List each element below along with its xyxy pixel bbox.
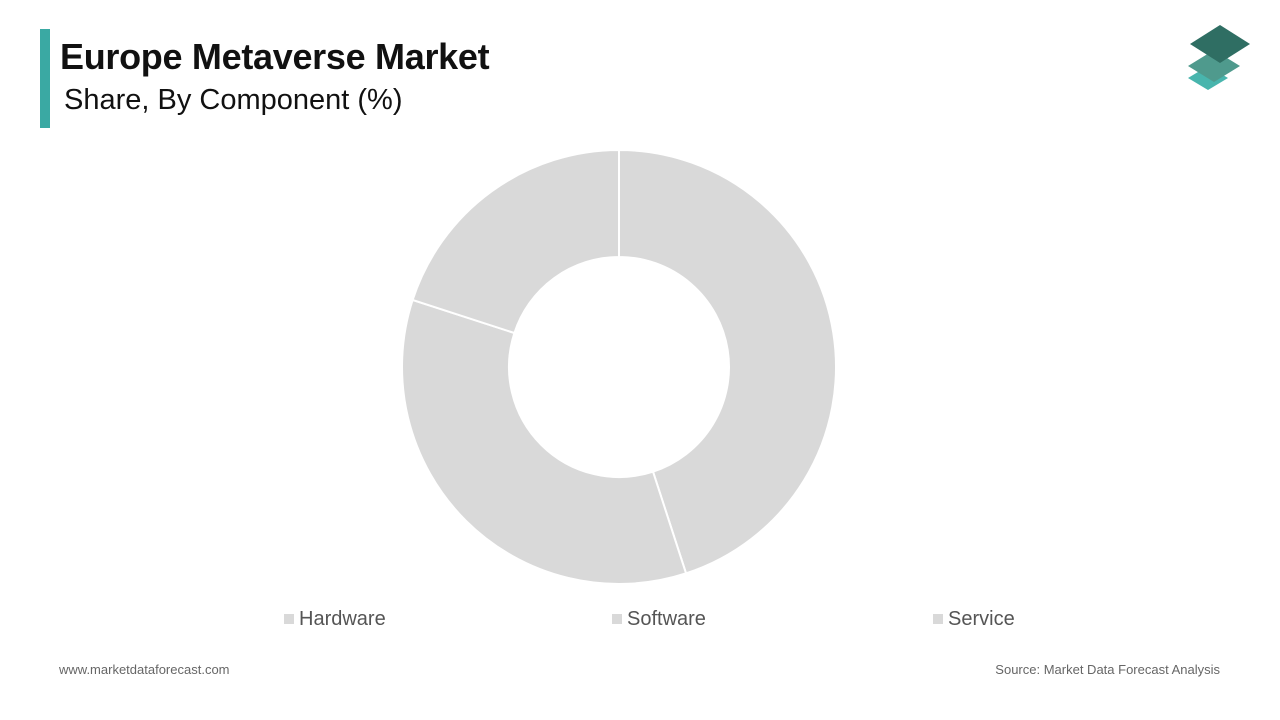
legend-label: Hardware xyxy=(299,607,386,630)
legend-swatch xyxy=(933,614,943,624)
legend-item-software: Software xyxy=(612,606,706,632)
source-note: Source: Market Data Forecast Analysis xyxy=(995,662,1220,677)
logo-top-layer xyxy=(1190,25,1250,63)
stacked-layers-logo-icon xyxy=(1188,25,1250,90)
donut-slice-software xyxy=(401,298,688,585)
legend-label: Software xyxy=(627,607,706,630)
title-accent-bar xyxy=(40,29,50,128)
legend-label: Service xyxy=(948,607,1015,630)
chart-subtitle: Share, By Component (%) xyxy=(64,84,403,116)
donut-slice-service xyxy=(411,148,620,335)
donut-slice-hardware xyxy=(618,148,837,575)
chart-title: Europe Metaverse Market xyxy=(60,36,490,77)
legend-swatch xyxy=(284,614,294,624)
legend-item-service: Service xyxy=(933,606,1015,632)
legend-item-hardware: Hardware xyxy=(284,606,386,632)
legend-swatch xyxy=(612,614,622,624)
website-url: www.marketdataforecast.com xyxy=(59,662,230,677)
